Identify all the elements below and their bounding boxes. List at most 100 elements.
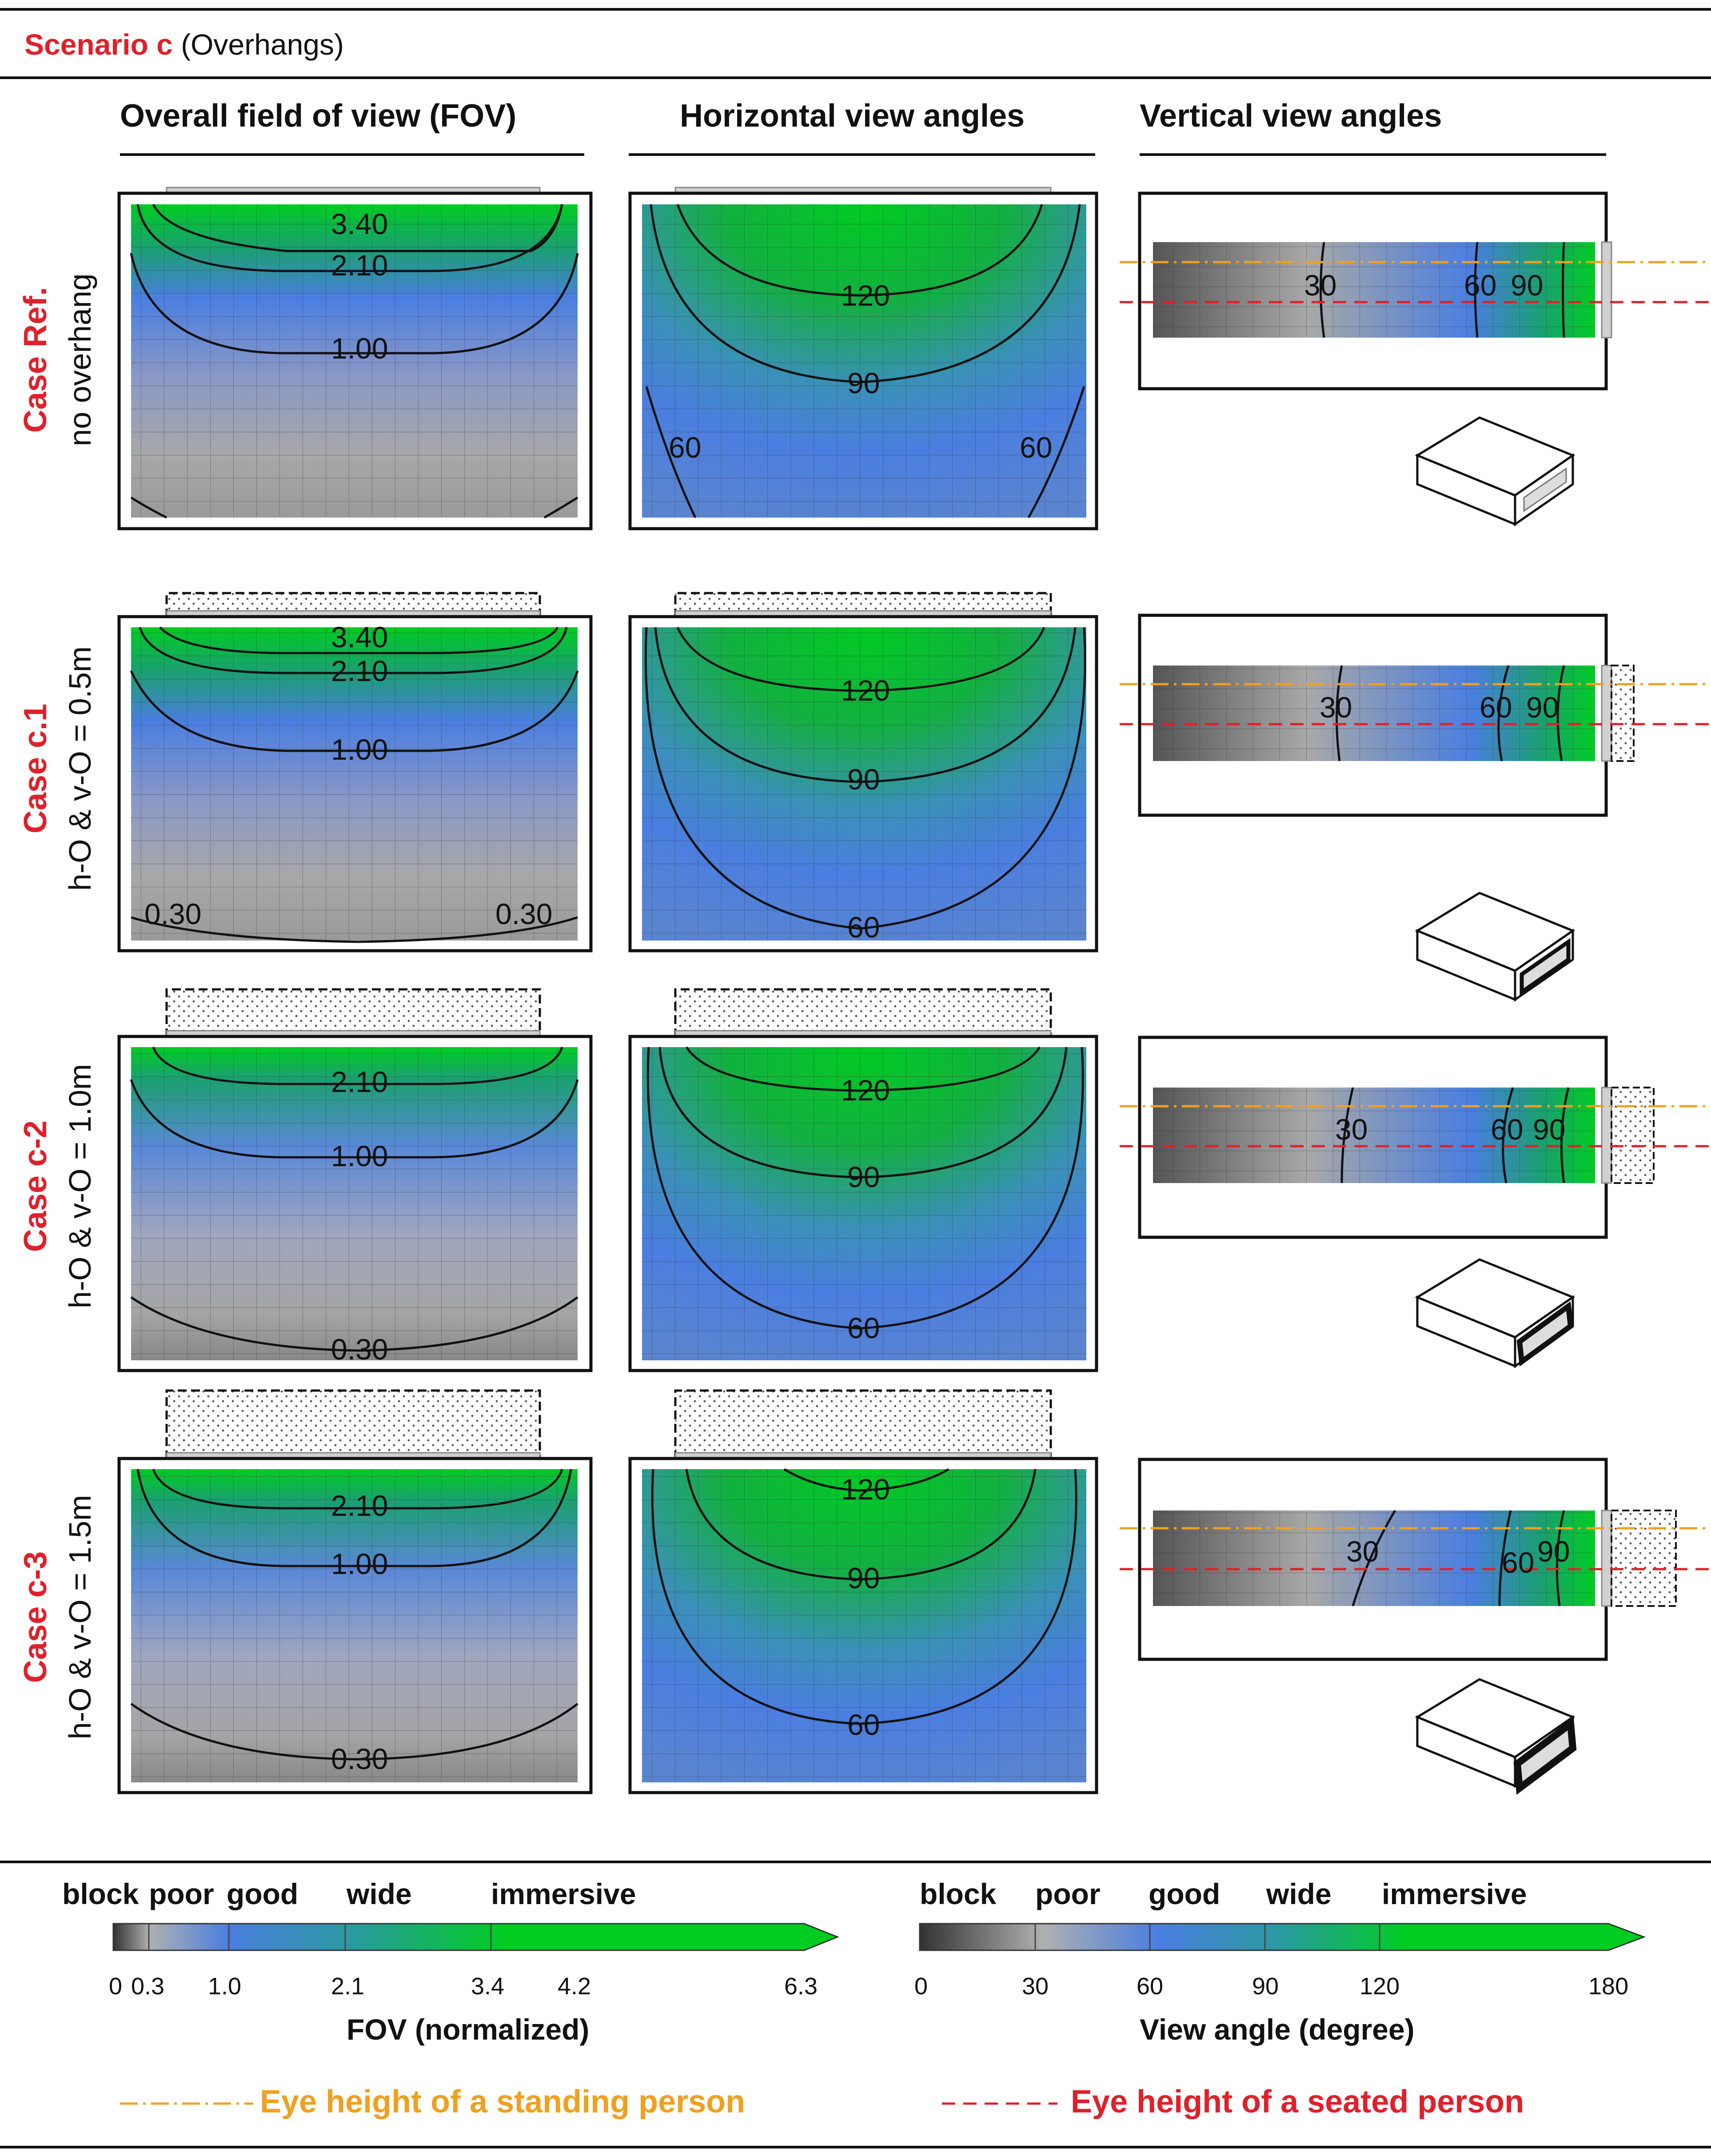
- contour-line: [136, 1469, 572, 1567]
- overhang-hatch: [1611, 665, 1635, 762]
- row-label-c2: Case c-2 h-O & v-O = 1.0m: [13, 986, 111, 1386]
- overhang-hatch: [674, 1389, 1052, 1459]
- contour-label: 2.10: [331, 1065, 388, 1098]
- contour-label: 90: [847, 1160, 880, 1193]
- fov-category-block: block: [62, 1877, 139, 1910]
- angle-tick: 0: [914, 1973, 928, 2000]
- overhang-hatch: [165, 988, 541, 1037]
- col-underline-vertical: [1140, 153, 1606, 156]
- contour-line: [1497, 665, 1510, 761]
- col-underline-fov: [120, 153, 584, 156]
- contour-line: [131, 916, 578, 943]
- grid-overlay: [131, 1047, 578, 1360]
- contour-line: [676, 204, 1043, 297]
- contour-label: 1.00: [331, 1547, 388, 1580]
- room-iso-icon-c1: [1415, 892, 1575, 1002]
- case-label: Case c-2: [18, 1120, 53, 1252]
- contour-label: 90: [1533, 1113, 1565, 1146]
- contour-line: [1562, 242, 1565, 338]
- contour-label: 30: [1335, 1113, 1368, 1146]
- case-label: Case Ref.: [18, 287, 53, 433]
- grid-overlay: [1153, 666, 1595, 761]
- angle-tick: 60: [1137, 1973, 1164, 2000]
- case-param: no overhang: [63, 273, 97, 446]
- contour-line: [1352, 1510, 1396, 1606]
- contour-label: 2.10: [331, 249, 388, 282]
- vertical-panel-c2: 30 60 90: [1120, 1036, 1711, 1239]
- scenario-title: Scenario c (Overhangs): [24, 28, 344, 61]
- fov-panel-c1: 3.40 2.10 1.00 0.30 0.30: [117, 592, 593, 952]
- fov-tick: 6.3: [784, 1973, 818, 2000]
- window-frame: [1601, 1510, 1612, 1607]
- contour-line: [1556, 665, 1565, 761]
- contour-line: [136, 204, 563, 272]
- contour-label: 1.00: [331, 1140, 388, 1172]
- angle-category-block: block: [920, 1877, 997, 1910]
- angle-category-poor: poor: [1035, 1877, 1101, 1910]
- contour-line: [654, 627, 1077, 783]
- standing-eye-legend-line: [120, 2102, 253, 2105]
- fov-tick: 4.2: [558, 1973, 591, 2000]
- row-label-ref: Case Ref. no overhang: [13, 160, 111, 560]
- contour-line: [152, 1469, 563, 1510]
- contour-line: [676, 627, 1045, 692]
- contour-label: 0.30: [331, 1742, 388, 1775]
- overhang-hatch: [1611, 1510, 1677, 1607]
- contour-line: [783, 1468, 949, 1492]
- contour-line: [130, 1296, 578, 1352]
- horizontal-panel-c1: 120 90 60: [628, 592, 1098, 952]
- room-iso-icon-ref: [1415, 416, 1575, 526]
- window-frame: [1601, 665, 1612, 762]
- contour-line: [130, 670, 579, 752]
- header-rule: [0, 76, 1711, 79]
- contour-line: [1474, 242, 1479, 338]
- contour-label: 120: [841, 279, 890, 312]
- standing-eye-legend-label: Eye height of a standing person: [260, 2084, 746, 2120]
- contour-label: 120: [841, 674, 890, 707]
- contour-label: 0.30: [495, 897, 552, 930]
- case-param: h-O & v-O = 1.0m: [63, 1064, 97, 1309]
- contour-line: [1502, 1087, 1514, 1184]
- room-iso-icon-c3: [1415, 1678, 1577, 1795]
- contour-line: [685, 1469, 1037, 1581]
- contour-line: [650, 204, 1081, 383]
- contour-line: [130, 1079, 579, 1159]
- top-rule: [0, 8, 1711, 11]
- contour-label: 60: [1491, 1113, 1523, 1146]
- horizontal-panel-c2: 120 90 60: [628, 988, 1098, 1372]
- contour-line: [1555, 1510, 1565, 1606]
- contour-label: 90: [1511, 269, 1543, 302]
- angle-tick: 90: [1252, 1973, 1279, 2000]
- case-param: h-O & v-O = 0.5m: [63, 646, 97, 891]
- contour-label: 3.40: [331, 621, 388, 654]
- contour-label: 0.30: [144, 897, 201, 930]
- fov-category-poor: poor: [149, 1877, 214, 1910]
- contour-label: 90: [1537, 1535, 1570, 1568]
- contour-line: [1336, 665, 1343, 761]
- contour-label: 60: [847, 1708, 880, 1741]
- contour-line: [159, 626, 559, 654]
- contour-label: 60: [1020, 431, 1052, 464]
- contour-label: 30: [1346, 1535, 1379, 1568]
- angle-tick: 180: [1588, 1973, 1629, 2000]
- contour-line: [646, 1047, 1084, 1330]
- grid-overlay: [642, 1047, 1086, 1360]
- contour-label: 2.10: [331, 654, 388, 687]
- horizontal-panel-ref: 120 90 60 60: [628, 187, 1098, 530]
- contour-label: 60: [669, 431, 701, 464]
- contour-line: [1560, 1087, 1570, 1184]
- grid-overlay: [131, 204, 578, 518]
- window-frame: [1601, 241, 1612, 339]
- fov-tick: 0: [109, 1973, 123, 2000]
- contour-label: 120: [841, 1074, 890, 1107]
- contour-line: [685, 1046, 1041, 1092]
- contour-label: 60: [847, 1311, 880, 1344]
- scenario-sub: (Overhangs): [181, 28, 344, 61]
- contour-label: 90: [847, 367, 880, 399]
- fov-category-wide: wide: [347, 1877, 412, 1910]
- row-label-c3: Case c-3 h-O & v-O = 1.5m: [13, 1417, 111, 1817]
- fov-panel-ref: 3.40 2.10 1.00: [117, 187, 593, 530]
- grid-overlay: [131, 1469, 578, 1782]
- fov-category-immersive: immersive: [491, 1877, 636, 1910]
- seated-eye-legend-line: [942, 2102, 1057, 2105]
